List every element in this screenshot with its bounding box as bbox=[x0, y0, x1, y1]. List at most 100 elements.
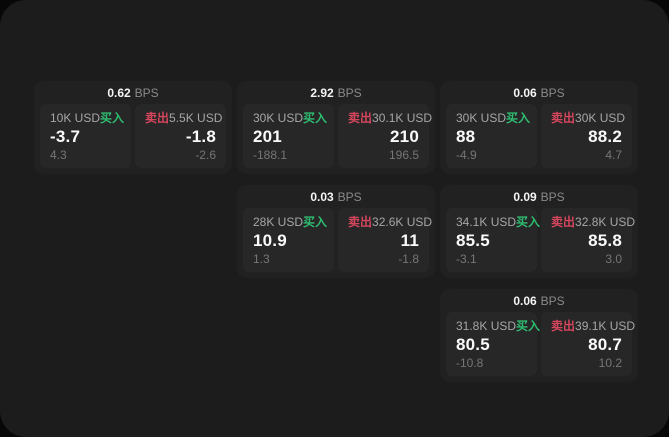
bps-unit: BPS bbox=[337, 86, 362, 100]
bps-unit: BPS bbox=[540, 86, 565, 100]
sell-side-label: 卖出 bbox=[551, 111, 576, 125]
bps-value: 0.09 bbox=[513, 190, 537, 204]
buy-panel-top: 31.8K USD 买入 bbox=[456, 319, 540, 333]
sell-panel-top: 卖出 39.1K USD bbox=[551, 319, 635, 333]
quote-card: 0.06 BPS 30K USD 买入 88 -4.9 卖出 30K USD bbox=[441, 82, 637, 173]
card-body: 31.8K USD 买入 80.5 -10.8 卖出 39.1K USD 80.… bbox=[441, 312, 637, 381]
card-body: 10K USD 买入 -3.7 4.3 卖出 5.5K USD -1.8 -2.… bbox=[35, 104, 231, 173]
buy-sub-value: -3.1 bbox=[456, 251, 477, 266]
buy-side-label: 买入 bbox=[100, 111, 125, 125]
buy-sub-value: -10.8 bbox=[456, 355, 484, 370]
buy-panel-top: 30K USD 买入 bbox=[456, 111, 531, 125]
buy-price: 201 bbox=[253, 126, 282, 146]
card-header: 0.09 BPS bbox=[441, 186, 637, 208]
sell-panel-top: 卖出 30.1K USD bbox=[348, 111, 432, 125]
buy-panel-top: 28K USD 买入 bbox=[253, 215, 328, 229]
sell-panel-top: 卖出 32.8K USD bbox=[551, 215, 635, 229]
sell-price: 88.2 bbox=[588, 126, 622, 146]
buy-side-label: 买入 bbox=[516, 319, 541, 333]
sell-amount: 32.6K USD bbox=[372, 215, 433, 229]
quote-card: 0.09 BPS 34.1K USD 买入 85.5 -3.1 卖出 32.8K… bbox=[441, 186, 637, 277]
bps-unit: BPS bbox=[337, 190, 362, 204]
card-header: 0.06 BPS bbox=[441, 82, 637, 104]
buy-amount: 28K USD bbox=[253, 215, 304, 229]
buy-side-label: 买入 bbox=[516, 215, 541, 229]
sell-price: 210 bbox=[390, 126, 419, 146]
sell-amount: 39.1K USD bbox=[575, 319, 636, 333]
sell-amount: 32.8K USD bbox=[575, 215, 636, 229]
buy-sub-value: 1.3 bbox=[253, 251, 270, 266]
buy-sub-value: -4.9 bbox=[456, 147, 477, 162]
sell-panel[interactable]: 卖出 30.1K USD 210 196.5 bbox=[338, 104, 432, 168]
buy-side-label: 买入 bbox=[506, 111, 531, 125]
buy-panel[interactable]: 34.1K USD 买入 85.5 -3.1 bbox=[446, 208, 540, 272]
sell-price: 80.7 bbox=[588, 334, 622, 354]
card-header: 0.03 BPS bbox=[238, 186, 434, 208]
buy-panel[interactable]: 30K USD 买入 88 -4.9 bbox=[446, 104, 537, 168]
bps-value: 0.06 bbox=[513, 294, 537, 308]
buy-panel[interactable]: 28K USD 买入 10.9 1.3 bbox=[243, 208, 334, 272]
sell-sub-value: 3.0 bbox=[605, 251, 622, 266]
sell-panel[interactable]: 卖出 39.1K USD 80.7 10.2 bbox=[541, 312, 635, 376]
card-body: 30K USD 买入 88 -4.9 卖出 30K USD 88.2 4.7 bbox=[441, 104, 637, 173]
card-body: 30K USD 买入 201 -188.1 卖出 30.1K USD 210 1… bbox=[238, 104, 434, 173]
card-body: 34.1K USD 买入 85.5 -3.1 卖出 32.8K USD 85.8… bbox=[441, 208, 637, 277]
buy-panel[interactable]: 31.8K USD 买入 80.5 -10.8 bbox=[446, 312, 540, 376]
quote-card: 0.06 BPS 31.8K USD 买入 80.5 -10.8 卖出 39.1… bbox=[441, 290, 637, 381]
sell-side-label: 卖出 bbox=[348, 111, 373, 125]
bps-unit: BPS bbox=[540, 190, 565, 204]
card-header: 0.62 BPS bbox=[35, 82, 231, 104]
buy-price: 80.5 bbox=[456, 334, 490, 354]
buy-amount: 31.8K USD bbox=[456, 319, 517, 333]
buy-amount: 10K USD bbox=[50, 111, 101, 125]
buy-panel[interactable]: 10K USD 买入 -3.7 4.3 bbox=[40, 104, 131, 168]
bps-value: 0.06 bbox=[513, 86, 537, 100]
buy-price: 85.5 bbox=[456, 230, 490, 250]
buy-sub-value: 4.3 bbox=[50, 147, 67, 162]
buy-panel-top: 34.1K USD 买入 bbox=[456, 215, 540, 229]
sell-sub-value: -1.8 bbox=[398, 251, 419, 266]
sell-panel[interactable]: 卖出 5.5K USD -1.8 -2.6 bbox=[135, 104, 226, 168]
buy-amount: 34.1K USD bbox=[456, 215, 517, 229]
quote-card: 2.92 BPS 30K USD 买入 201 -188.1 卖出 30.1K … bbox=[238, 82, 434, 173]
sell-amount: 5.5K USD bbox=[169, 111, 223, 125]
sell-side-label: 卖出 bbox=[551, 319, 576, 333]
sell-side-label: 卖出 bbox=[145, 111, 170, 125]
sell-sub-value: 10.2 bbox=[598, 355, 622, 370]
sell-panel[interactable]: 卖出 30K USD 88.2 4.7 bbox=[541, 104, 632, 168]
buy-panel-top: 30K USD 买入 bbox=[253, 111, 328, 125]
quote-card-grid: 0.62 BPS 10K USD 买入 -3.7 4.3 卖出 5.5K USD bbox=[35, 82, 637, 381]
sell-amount: 30.1K USD bbox=[372, 111, 433, 125]
sell-panel-top: 卖出 5.5K USD bbox=[145, 111, 222, 125]
buy-price: 88 bbox=[456, 126, 476, 146]
card-header: 0.06 BPS bbox=[441, 290, 637, 312]
buy-price: -3.7 bbox=[50, 126, 81, 146]
bps-unit: BPS bbox=[134, 86, 159, 100]
sell-amount: 30K USD bbox=[575, 111, 626, 125]
quote-card: 0.03 BPS 28K USD 买入 10.9 1.3 卖出 32.6K US… bbox=[238, 186, 434, 277]
buy-side-label: 买入 bbox=[303, 111, 328, 125]
buy-panel[interactable]: 30K USD 买入 201 -188.1 bbox=[243, 104, 334, 168]
buy-amount: 30K USD bbox=[253, 111, 304, 125]
bps-value: 2.92 bbox=[310, 86, 334, 100]
sell-sub-value: -2.6 bbox=[195, 147, 216, 162]
sell-side-label: 卖出 bbox=[551, 215, 576, 229]
sell-price: -1.8 bbox=[185, 126, 216, 146]
sell-panel-top: 卖出 32.6K USD bbox=[348, 215, 432, 229]
bps-value: 0.62 bbox=[107, 86, 131, 100]
bps-value: 0.03 bbox=[310, 190, 334, 204]
sell-price: 11 bbox=[400, 230, 419, 250]
buy-amount: 30K USD bbox=[456, 111, 507, 125]
buy-side-label: 买入 bbox=[303, 215, 328, 229]
buy-panel-top: 10K USD 买入 bbox=[50, 111, 125, 125]
card-body: 28K USD 买入 10.9 1.3 卖出 32.6K USD 11 -1.8 bbox=[238, 208, 434, 277]
sell-price: 85.8 bbox=[588, 230, 622, 250]
bps-unit: BPS bbox=[540, 294, 565, 308]
sell-side-label: 卖出 bbox=[348, 215, 373, 229]
card-header: 2.92 BPS bbox=[238, 82, 434, 104]
sell-panel[interactable]: 卖出 32.8K USD 85.8 3.0 bbox=[541, 208, 635, 272]
sell-panel[interactable]: 卖出 32.6K USD 11 -1.8 bbox=[338, 208, 432, 272]
quote-card: 0.62 BPS 10K USD 买入 -3.7 4.3 卖出 5.5K USD bbox=[35, 82, 231, 173]
buy-price: 10.9 bbox=[253, 230, 287, 250]
